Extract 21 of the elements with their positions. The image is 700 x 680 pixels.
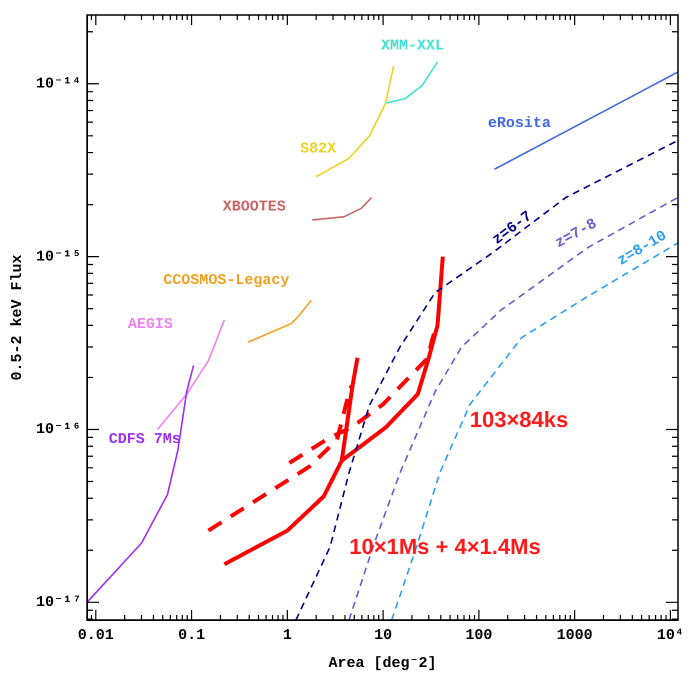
- x-tick-label: 1000: [556, 626, 593, 644]
- annotation: 103×84ks: [470, 407, 568, 432]
- x-tick-label: 1: [282, 626, 292, 644]
- annotation: 10×1Ms + 4×1.4Ms: [349, 534, 541, 560]
- x-tick-label: 10⁴: [656, 626, 684, 644]
- series-label: XMM-XXL: [381, 38, 444, 55]
- series-label: S82X: [300, 140, 336, 158]
- y-tick-label: 10⁻¹⁴: [36, 76, 82, 93]
- x-axis-title: Area [deg⁻2]: [328, 654, 437, 672]
- y-tick-label: 10⁻¹⁶: [36, 421, 82, 438]
- x-tick-label: 10: [374, 626, 392, 644]
- series-label: CCOSMOS-Legacy: [163, 272, 290, 289]
- y-tick-label: 10⁻¹⁵: [36, 248, 82, 266]
- x-tick-label: 0.1: [178, 626, 206, 644]
- series-label: eRosita: [488, 115, 551, 132]
- y-tick-label: 10⁻¹⁷: [36, 594, 82, 612]
- y-axis-title: 0.5-2 keV Flux: [8, 254, 26, 381]
- x-tick-label: 0.01: [78, 626, 114, 644]
- series-label: XBOOTES: [222, 198, 286, 216]
- text: AEGIS: [128, 316, 173, 333]
- x-tick-label: 100: [465, 626, 492, 644]
